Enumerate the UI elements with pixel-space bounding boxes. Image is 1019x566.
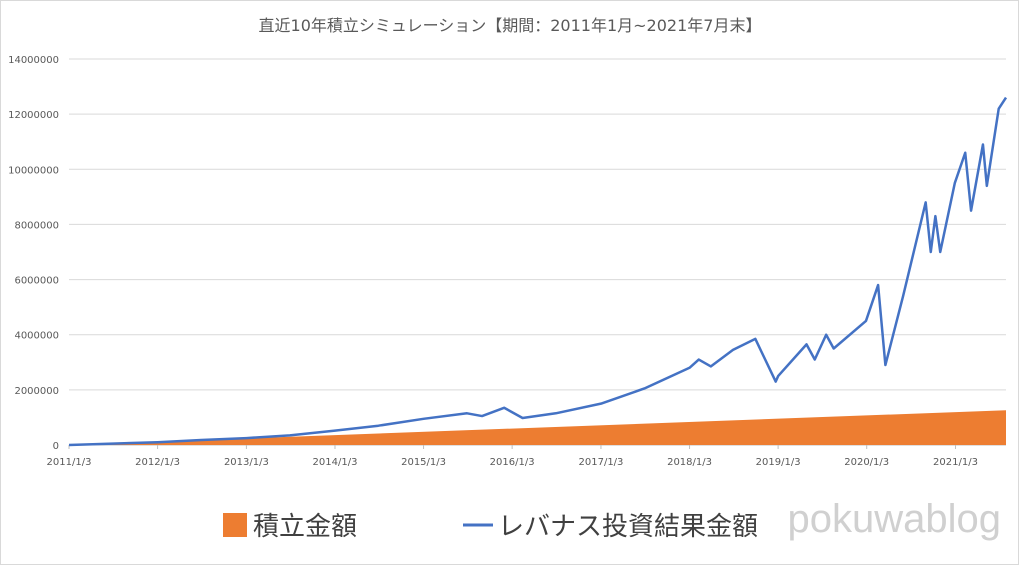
y-tick-label: 14000000	[8, 55, 59, 66]
y-tick-label: 8000000	[14, 220, 59, 231]
x-axis-ticks: 2011/1/3 2012/1/3 2013/1/3 2014/1/3 2015/1/3…	[47, 445, 978, 468]
legend: 積立金額 レバナス投資結果金額	[223, 512, 758, 542]
y-axis-ticks: 0 2000000 4000000 6000000 8000000 10000000 120…	[8, 55, 59, 452]
y-tick-label: 6000000	[14, 276, 59, 287]
y-tick-label: 4000000	[14, 331, 59, 342]
series-line-result	[68, 96, 1008, 447]
legend-swatch-area	[223, 513, 247, 537]
legend-label-line: レバナス投資結果金額	[498, 512, 758, 542]
y-tick-label: 0	[53, 441, 59, 452]
x-tick-label: 2012/1/3	[135, 457, 180, 468]
series-area-contribution	[69, 410, 1006, 445]
x-tick-label: 2018/1/3	[667, 457, 712, 468]
y-tick-label: 12000000	[8, 110, 59, 121]
x-tick-label: 2017/1/3	[579, 457, 624, 468]
x-tick-label: 2020/1/3	[844, 457, 889, 468]
watermark: pokuwablog	[788, 497, 1002, 541]
grid-lines	[69, 58, 1006, 446]
x-tick-label: 2021/1/3	[933, 457, 978, 468]
x-tick-label: 2019/1/3	[756, 457, 801, 468]
x-tick-label: 2014/1/3	[313, 457, 358, 468]
x-tick-label: 2016/1/3	[490, 457, 535, 468]
legend-label-area: 積立金額	[253, 512, 357, 542]
chart-title: 直近10年積立シミュレーション【期間：2011年1月~2021年7月末】	[259, 16, 762, 35]
series-layer	[68, 96, 1008, 447]
y-tick-label: 2000000	[14, 386, 59, 397]
x-tick-label: 2015/1/3	[401, 457, 446, 468]
x-tick-label: 2013/1/3	[224, 457, 269, 468]
y-tick-label: 10000000	[8, 165, 59, 176]
x-tick-label: 2011/1/3	[47, 457, 92, 468]
